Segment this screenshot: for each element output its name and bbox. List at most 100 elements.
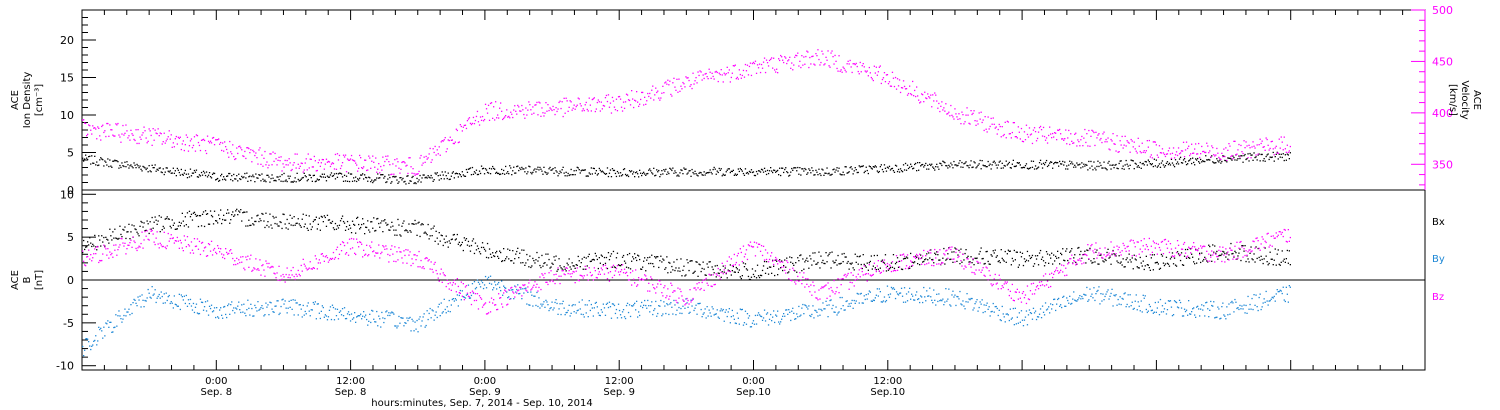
velocity-series-point — [1210, 156, 1212, 158]
velocity-series-point — [789, 56, 791, 58]
by-series-point — [282, 298, 284, 300]
density-series-point — [91, 155, 93, 157]
by-series-point — [237, 305, 239, 307]
velocity-series-point — [116, 124, 118, 126]
by-series-point — [847, 305, 849, 307]
by-series-point — [443, 298, 445, 300]
velocity-series-point — [990, 117, 992, 120]
density-series-point — [552, 168, 554, 170]
density-series-point — [1251, 154, 1253, 156]
velocity-series-point — [155, 132, 157, 134]
bx-series-point — [1266, 261, 1268, 263]
density-series-point — [305, 176, 307, 178]
bx-series-point — [442, 244, 444, 247]
bx-series-point — [845, 256, 847, 258]
by-series-point — [817, 315, 819, 317]
velocity-series-point — [1117, 151, 1119, 153]
velocity-series-point — [199, 149, 202, 152]
density-series-point — [480, 165, 483, 167]
bx-series-point — [1079, 253, 1081, 256]
density-series-point — [557, 175, 559, 177]
bx-series-point — [1166, 262, 1169, 264]
by-series-point — [646, 307, 648, 309]
velocity-series-point — [436, 149, 438, 151]
by-series-point — [524, 287, 526, 290]
by-series-point — [337, 318, 340, 320]
velocity-series-point — [399, 172, 401, 174]
bx-series-point — [616, 252, 619, 254]
by-series-point — [766, 312, 769, 314]
bx-series-point — [1259, 259, 1261, 261]
density-series-point — [900, 170, 903, 172]
bx-series-point — [738, 269, 740, 271]
velocity-series-point — [338, 154, 341, 157]
velocity-series-point — [297, 163, 299, 165]
velocity-series-point — [799, 60, 801, 62]
density-series-point — [426, 177, 428, 179]
by-series-point — [312, 301, 314, 304]
bx-series-point — [561, 268, 563, 270]
density-series-point — [1197, 157, 1199, 160]
density-series-point — [339, 172, 342, 174]
density-series-point — [400, 177, 402, 179]
by-series-point — [223, 306, 225, 308]
density-series-point — [1006, 164, 1008, 166]
density-series-point — [583, 169, 585, 171]
density-series-point — [606, 167, 609, 169]
bx-series-point — [1213, 251, 1215, 253]
bx-series-point — [1227, 258, 1229, 260]
density-series-point — [363, 178, 365, 180]
velocity-series-point — [581, 110, 583, 112]
velocity-series-point — [809, 56, 811, 59]
density-series-point — [249, 175, 251, 177]
velocity-series-point — [622, 101, 625, 103]
density-series-point — [1007, 163, 1009, 165]
density-series-point — [1045, 159, 1048, 162]
by-series-point — [716, 309, 718, 311]
velocity-series-point — [235, 158, 237, 160]
bx-series-point — [684, 275, 686, 277]
by-series-point — [1074, 299, 1076, 301]
density-series-point — [555, 170, 557, 172]
velocity-series-point — [217, 139, 219, 141]
bx-series-point — [913, 262, 915, 264]
bx-series-point — [893, 267, 896, 270]
bx-series-point — [673, 261, 675, 263]
by-series-point — [622, 309, 625, 311]
by-series-point — [157, 295, 159, 298]
density-series-point — [1144, 160, 1146, 163]
velocity-series-point — [315, 170, 317, 172]
bx-series-point — [178, 221, 180, 223]
by-series-point — [723, 320, 725, 322]
by-series-point — [657, 312, 659, 315]
by-series-point — [1197, 305, 1199, 307]
velocity-series-point — [869, 72, 871, 74]
bx-series-point — [302, 213, 304, 215]
bx-series-point — [94, 234, 96, 237]
by-series-point — [899, 292, 902, 294]
by-series-point — [824, 308, 826, 310]
bx-series-point — [230, 219, 232, 221]
density-series-point — [1135, 163, 1137, 165]
velocity-series-point — [140, 138, 142, 140]
by-series-point — [1111, 288, 1113, 290]
bx-series-point — [1207, 261, 1209, 263]
by-series-point — [98, 326, 100, 328]
velocity-series-point — [536, 101, 538, 104]
velocity-series-point — [87, 133, 89, 135]
density-series-point — [140, 168, 142, 170]
by-series-point — [1169, 300, 1172, 302]
density-series-point — [1256, 159, 1258, 161]
density-series-point — [650, 170, 652, 172]
density-series-point — [936, 163, 938, 165]
velocity-series-point — [106, 122, 108, 125]
velocity-series-point — [861, 65, 863, 67]
bx-series-point — [299, 224, 301, 227]
velocity-series-point — [610, 112, 613, 114]
velocity-series-point — [331, 162, 334, 164]
by-series-point — [578, 301, 580, 303]
by-series-point — [709, 312, 711, 314]
by-series-point — [430, 317, 432, 319]
by-series-point — [995, 305, 997, 308]
density-series-point — [997, 164, 999, 166]
